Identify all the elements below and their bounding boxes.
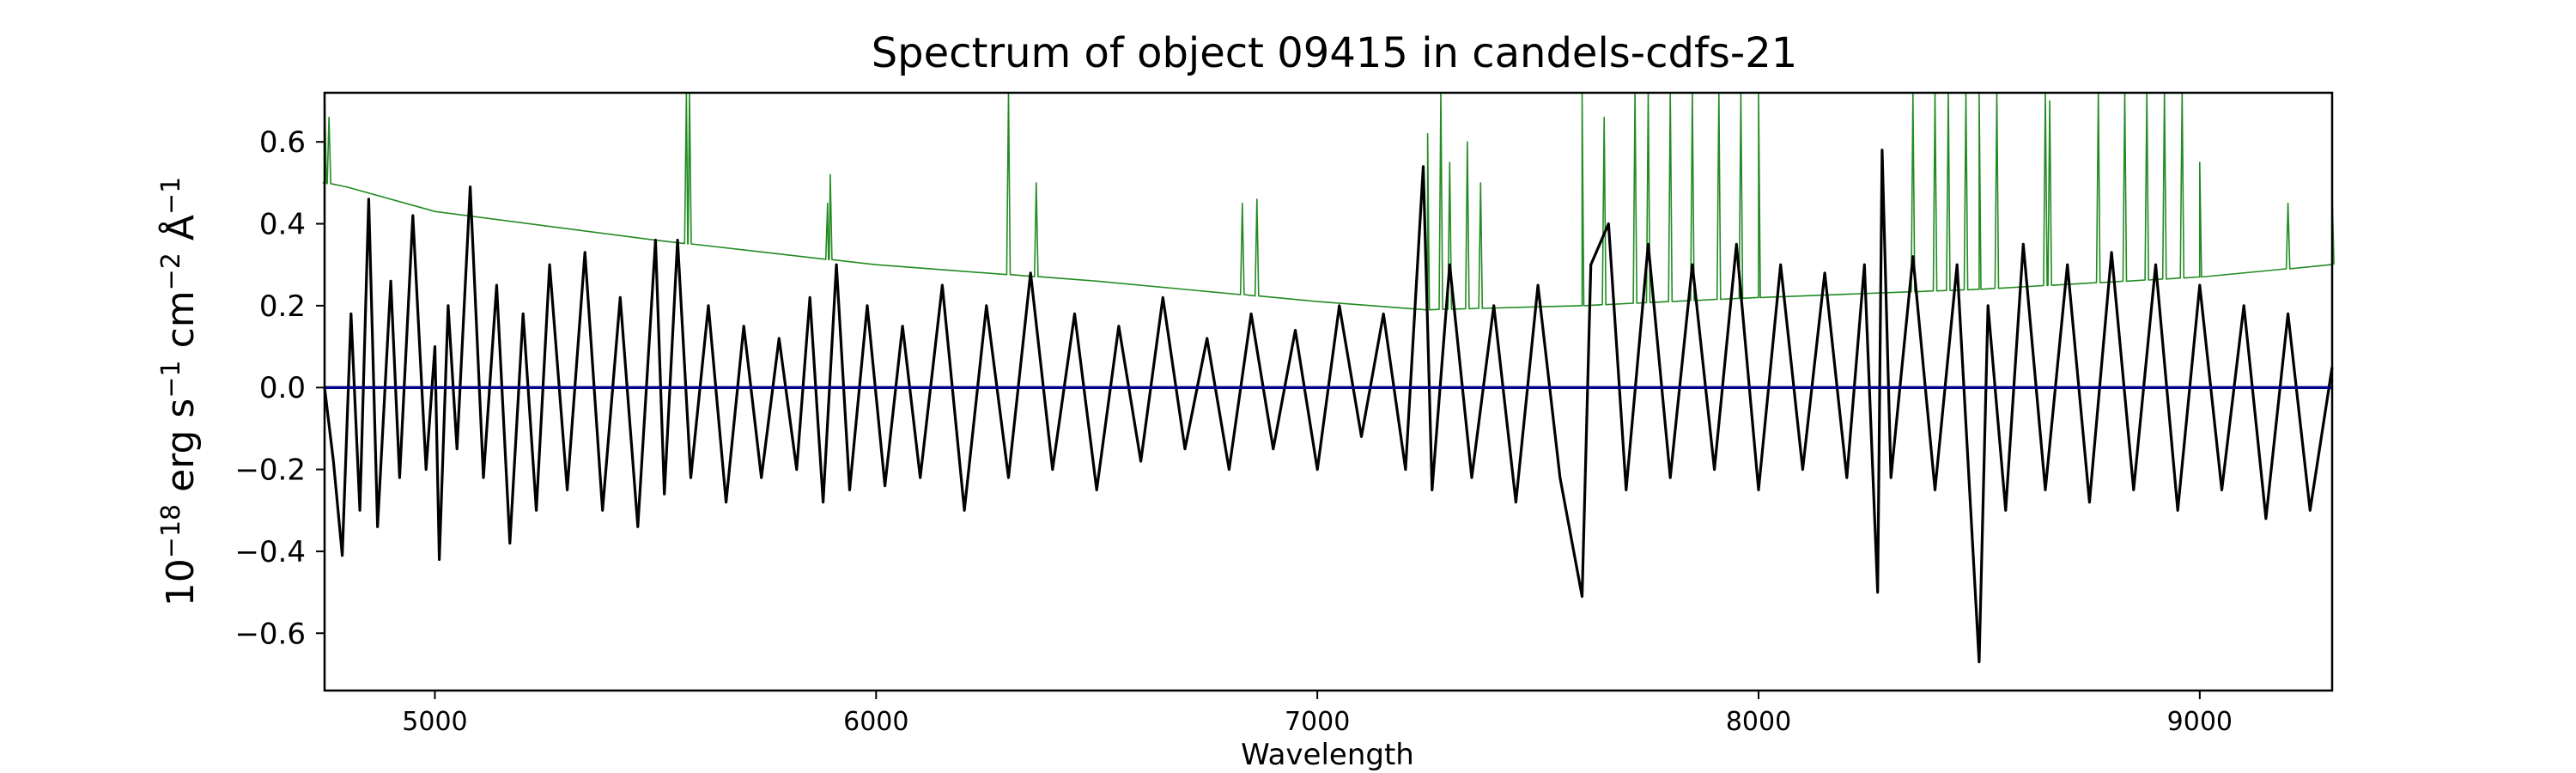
- y-label-s-exp: −1: [156, 360, 186, 398]
- y-label-erg: erg s: [159, 399, 203, 504]
- y-tick-label: −0.2: [234, 453, 306, 488]
- y-label-cm-exp: −2: [156, 253, 186, 290]
- x-tick-label: 6000: [843, 707, 908, 737]
- y-axis: −0.6 −0.4 −0.2 0.0 0.2 0.4 0.6: [234, 125, 325, 651]
- y-label-scale-exp: −18: [156, 504, 186, 558]
- y-tick-label: 0.4: [259, 208, 306, 242]
- x-tick-label: 9000: [2167, 707, 2233, 737]
- y-label-angstrom: Å: [157, 215, 203, 253]
- plot-frame: [323, 91, 2334, 692]
- y-tick-label: −0.4: [234, 535, 306, 569]
- y-tick-label: −0.6: [234, 617, 306, 651]
- plot-area: [322, 91, 2335, 692]
- series-line-noise: [322, 92, 2335, 311]
- y-label-scale: 10: [159, 558, 203, 606]
- x-tick-label: 8000: [1726, 707, 1791, 737]
- x-tick-label: 5000: [402, 707, 467, 737]
- y-tick-label: 0.0: [259, 371, 306, 405]
- y-tick-label: 0.2: [259, 289, 306, 324]
- y-label-cm: cm: [159, 290, 203, 360]
- x-tick-label: 7000: [1285, 707, 1350, 737]
- y-tick-label: 0.6: [259, 125, 306, 160]
- series-layer: [322, 92, 2335, 664]
- chart-title: Spectrum of object 09415 in candels-cdfs…: [872, 29, 1798, 77]
- x-axis-label: Wavelength: [1241, 738, 1414, 772]
- x-axis: 5000 6000 7000 8000 9000: [402, 691, 2233, 737]
- series-line-flux: [323, 149, 2334, 664]
- y-label-a-exp: −1: [156, 177, 186, 215]
- y-axis-label: 10−18 erg s−1 cm−2 Å−1: [156, 177, 203, 606]
